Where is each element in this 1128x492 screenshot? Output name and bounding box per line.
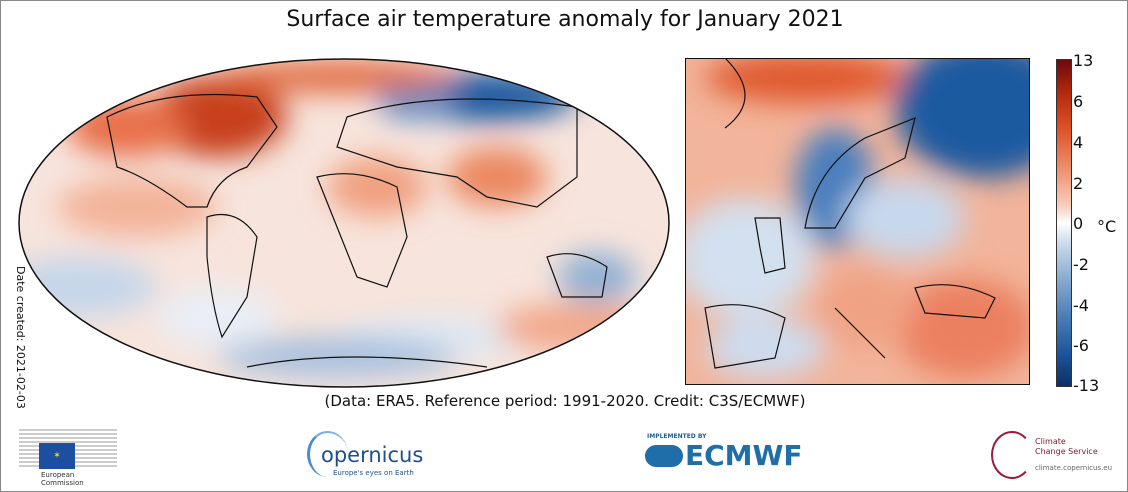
european-commission-logo: ✶ European Commission [19, 429, 117, 491]
colorbar-tick: 13 [1073, 51, 1094, 70]
colorbar-tick: -2 [1073, 255, 1089, 274]
caption: (Data: ERA5. Reference period: 1991-2020… [324, 392, 806, 410]
c3s-logo: Climate Change Service climate.copernicu… [991, 429, 1121, 485]
copernicus-logo: opernicus Europe's eyes on Earth [307, 431, 437, 481]
colorbar-tick: 6 [1073, 92, 1084, 111]
colorbar-tick: 0 [1073, 214, 1084, 233]
c3s-label-1: Climate [1035, 437, 1066, 446]
c3s-url: climate.copernicus.eu [1035, 464, 1113, 472]
ec-label-2: Commission [41, 479, 84, 487]
eu-flag-icon: ✶ [39, 443, 75, 469]
figure-title: Surface air temperature anomaly for Janu… [286, 7, 844, 32]
copernicus-arc-icon [307, 431, 348, 477]
colorbar-tick: -4 [1073, 296, 1089, 315]
colorbar-tick: -6 [1073, 336, 1089, 355]
colorbar-tick: -13 [1073, 376, 1100, 395]
date-created: Date created: 2021-02-03 [14, 266, 27, 409]
colorbar [1056, 59, 1072, 387]
ec-label-1: European [41, 471, 75, 479]
global-anomaly-map [18, 58, 670, 388]
copernicus-tagline: Europe's eyes on Earth [333, 469, 414, 477]
colorbar-unit: °C [1097, 217, 1117, 236]
copernicus-name: opernicus [321, 443, 424, 467]
ecmwf-name: ECMWF [685, 439, 803, 472]
ecmwf-symbol-icon [645, 445, 683, 467]
colorbar-tick: 2 [1073, 174, 1084, 193]
ecmwf-logo: IMPLEMENTED BY ECMWF [645, 433, 815, 483]
thermometer-cloud-icon [991, 431, 1033, 479]
europe-inset-map [685, 58, 1030, 385]
colorbar-tick: 4 [1073, 133, 1084, 152]
ecmwf-implemented: IMPLEMENTED BY [647, 433, 707, 440]
c3s-label-2: Change Service [1035, 447, 1098, 456]
